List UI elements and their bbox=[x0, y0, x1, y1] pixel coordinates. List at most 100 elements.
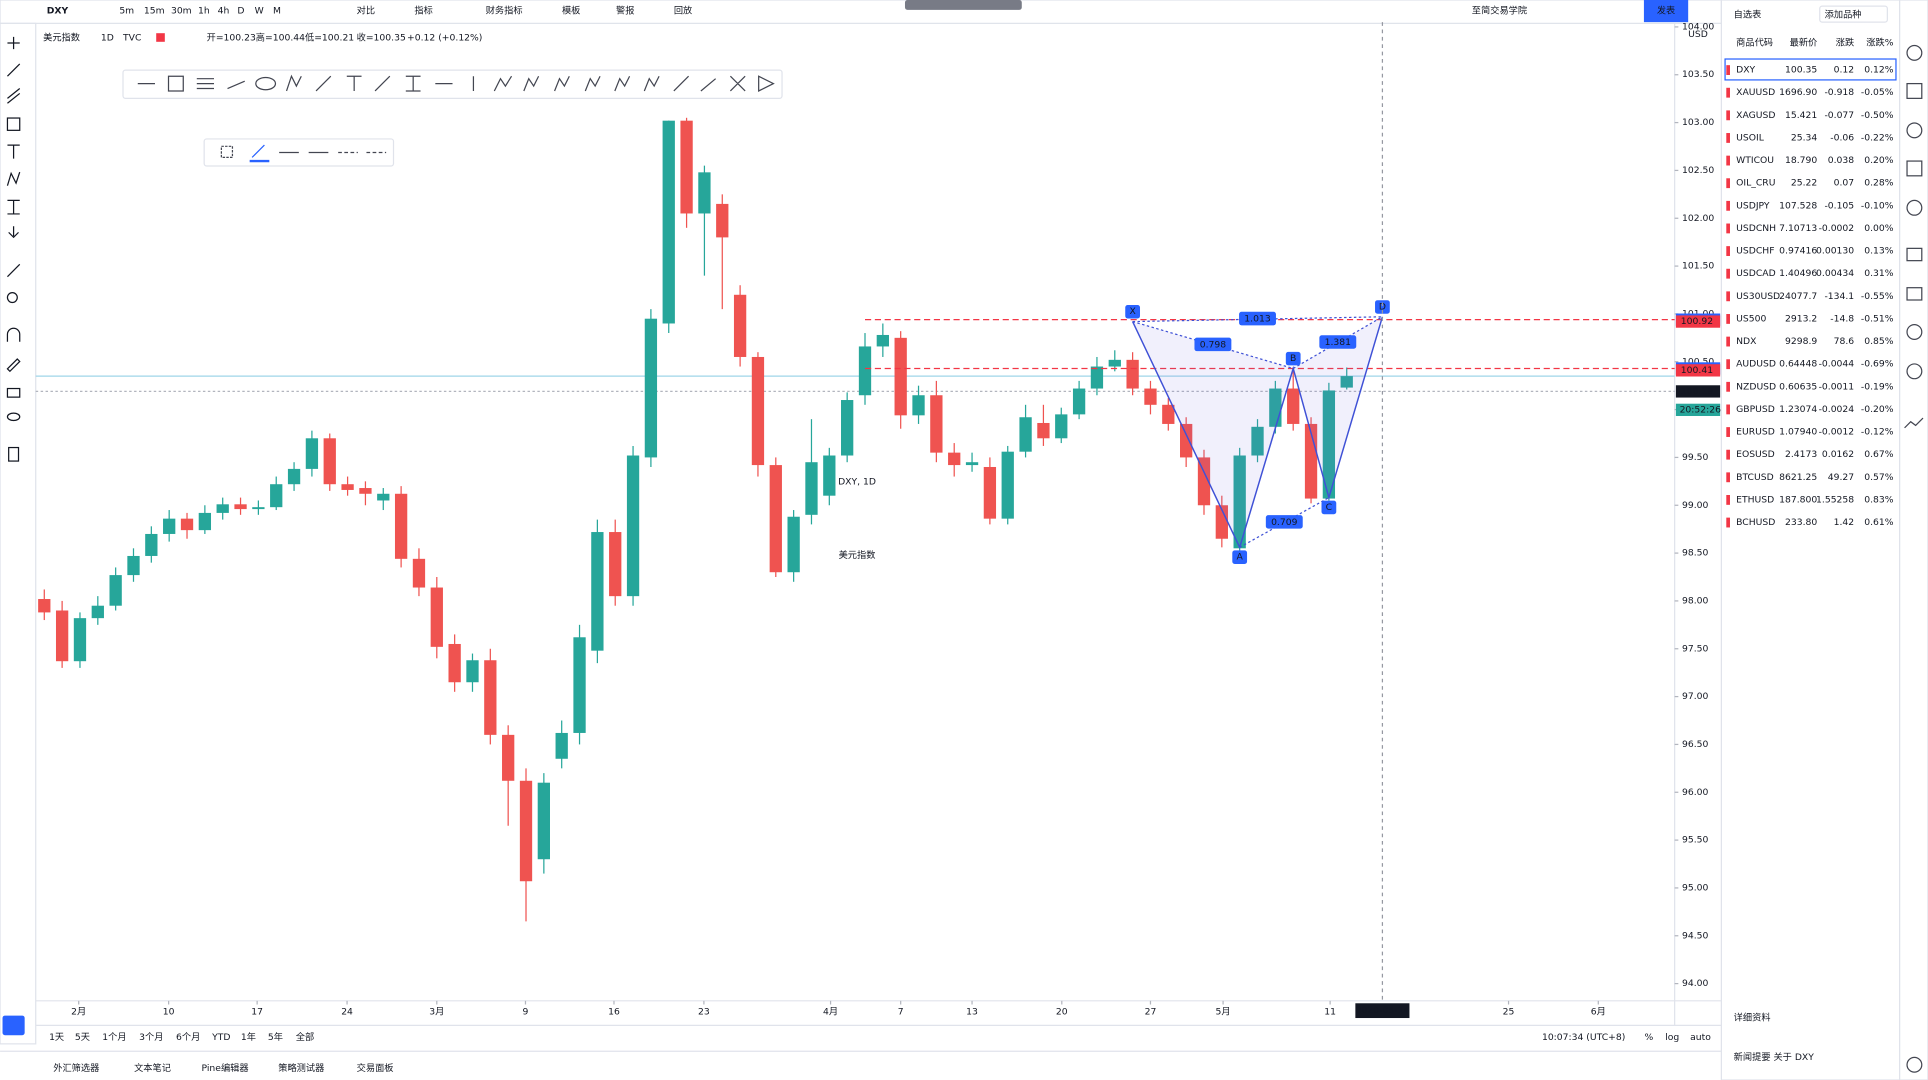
point-badge bbox=[1125, 304, 1141, 319]
publish-button[interactable] bbox=[1643, 0, 1689, 23]
watchlist-cell[interactable]: USDCNH bbox=[1736, 223, 1776, 234]
icon[interactable] bbox=[1906, 82, 1923, 99]
watchlist-cell[interactable]: AUDUSD bbox=[1736, 359, 1776, 370]
tool-hide[interactable] bbox=[6, 412, 21, 422]
watchlist-cell[interactable]: EURUSD bbox=[1736, 427, 1775, 438]
watchlist-cell[interactable]: BTCUSD bbox=[1736, 472, 1774, 483]
range-button[interactable]: 5天 bbox=[75, 1032, 90, 1043]
auto-toggle[interactable]: auto bbox=[1690, 1032, 1711, 1043]
tool-zoom[interactable] bbox=[6, 292, 18, 304]
watchlist-cell: -0.51% bbox=[1861, 313, 1894, 324]
candle-body bbox=[1144, 388, 1157, 405]
watchlist-cell[interactable]: WTICOU bbox=[1736, 155, 1774, 166]
watchlist-cell[interactable]: USDCAD bbox=[1736, 268, 1776, 279]
tool-lock[interactable] bbox=[6, 387, 21, 398]
range-button[interactable]: 1个月 bbox=[102, 1032, 126, 1043]
details-header[interactable]: 详细资料 bbox=[1734, 1012, 1771, 1024]
watchlist-cell: -0.22% bbox=[1861, 132, 1894, 143]
icon[interactable] bbox=[1906, 122, 1923, 139]
toolbar-button[interactable]: 对比 bbox=[357, 5, 375, 17]
icon[interactable] bbox=[1906, 199, 1923, 216]
watchlist-cell[interactable]: USDJPY bbox=[1736, 200, 1770, 211]
account-menu[interactable]: 至简交易学院 bbox=[1472, 5, 1527, 17]
watchlist-title[interactable]: 自选表 bbox=[1734, 8, 1762, 20]
icon[interactable] bbox=[1906, 247, 1923, 262]
bottom-tab[interactable]: Pine编辑器 bbox=[202, 1062, 249, 1074]
tool-pattern[interactable] bbox=[6, 171, 21, 186]
interval-button[interactable]: 5m bbox=[119, 6, 134, 17]
search-placeholder: 添加品种 bbox=[1825, 8, 1862, 20]
tool-keep-drawing[interactable] bbox=[6, 358, 21, 373]
bottom-tab[interactable]: 文本笔记 bbox=[134, 1062, 171, 1074]
favorites-button[interactable] bbox=[2, 1015, 25, 1036]
ratio-label: 0.709 bbox=[1271, 517, 1298, 528]
interval-button[interactable]: 15m bbox=[144, 6, 165, 17]
symbol-search[interactable]: DXY bbox=[47, 6, 69, 17]
icon[interactable] bbox=[1906, 44, 1923, 61]
watchlist-cell[interactable]: XAGUSD bbox=[1736, 110, 1775, 121]
tool-magnet[interactable] bbox=[6, 327, 21, 342]
interval-button[interactable]: 30m bbox=[171, 6, 192, 17]
icon[interactable] bbox=[1906, 160, 1923, 177]
bottom-tab[interactable]: 外汇筛选器 bbox=[53, 1062, 99, 1074]
tool-line[interactable] bbox=[7, 63, 21, 77]
watchlist-cell[interactable]: NDX bbox=[1736, 336, 1757, 347]
interval-button[interactable]: 1h bbox=[198, 6, 210, 17]
tool-cross[interactable] bbox=[7, 36, 20, 50]
watchlist-cell[interactable]: OIL_CRU bbox=[1736, 178, 1775, 189]
log-toggle[interactable]: log bbox=[1665, 1032, 1679, 1043]
toolbar-button[interactable]: 回放 bbox=[674, 5, 692, 17]
tool-prediction[interactable] bbox=[7, 199, 20, 215]
tool-fib[interactable] bbox=[7, 88, 21, 104]
percent-toggle[interactable]: % bbox=[1644, 1032, 1653, 1043]
range-button[interactable]: 3个月 bbox=[139, 1032, 163, 1043]
tool-delete[interactable] bbox=[8, 446, 20, 462]
watchlist-cell[interactable]: ETHUSD bbox=[1736, 494, 1774, 505]
news-header[interactable]: 新闻提要 关于 DXY bbox=[1734, 1051, 1815, 1063]
toolbar-button[interactable]: 警报 bbox=[616, 5, 634, 17]
range-button[interactable]: 1年 bbox=[241, 1031, 256, 1043]
tool-measure[interactable] bbox=[7, 263, 21, 278]
watchlist-cell[interactable]: USOIL bbox=[1736, 132, 1765, 143]
watchlist-cell[interactable]: XAUUSD bbox=[1736, 87, 1775, 98]
icon[interactable] bbox=[1906, 1056, 1923, 1073]
watchlist-cell[interactable]: EOSUSD bbox=[1736, 449, 1775, 460]
color-icon[interactable] bbox=[251, 144, 265, 158]
interval-button[interactable]: 4h bbox=[218, 6, 230, 17]
watchlist-cell[interactable]: DXY bbox=[1736, 65, 1755, 76]
bottom-tab[interactable]: 策略测试器 bbox=[278, 1062, 324, 1074]
watchlist-cell[interactable]: US500 bbox=[1736, 313, 1766, 324]
toolbar-button[interactable]: 财务指标 bbox=[486, 5, 523, 17]
publish-label[interactable]: 发表 bbox=[1657, 5, 1675, 17]
candle-body bbox=[1090, 366, 1104, 389]
range-button[interactable]: 5年 bbox=[268, 1031, 283, 1043]
watchlist-cell[interactable]: NZDUSD bbox=[1736, 381, 1776, 392]
watchlist-cell[interactable]: GBPUSD bbox=[1736, 404, 1775, 415]
interval-button[interactable]: W bbox=[255, 6, 264, 17]
range-button[interactable]: 1天 bbox=[49, 1032, 64, 1043]
bottom-tab[interactable]: 交易面板 bbox=[357, 1062, 394, 1074]
tool-text[interactable] bbox=[7, 144, 20, 159]
search-box[interactable] bbox=[1819, 5, 1888, 23]
template-icon[interactable] bbox=[220, 145, 234, 158]
interval-button[interactable]: D bbox=[237, 6, 244, 17]
range-button[interactable]: YTD bbox=[211, 1032, 230, 1043]
tool-more[interactable] bbox=[8, 226, 19, 239]
icon[interactable] bbox=[1904, 417, 1924, 429]
watchlist-cell[interactable]: US30USD bbox=[1736, 291, 1780, 302]
interval-button[interactable]: M bbox=[273, 6, 281, 17]
candle-body bbox=[930, 395, 943, 453]
watchlist-cell[interactable]: BCHUSD bbox=[1736, 517, 1775, 528]
icon[interactable] bbox=[1906, 363, 1923, 380]
tool-shape[interactable] bbox=[6, 117, 21, 131]
icon[interactable] bbox=[1906, 287, 1923, 301]
icon[interactable] bbox=[1906, 323, 1923, 340]
toolbar-button[interactable]: 模板 bbox=[562, 5, 580, 17]
row-flag bbox=[1726, 381, 1730, 392]
watchlist-cell[interactable]: USDCHF bbox=[1736, 246, 1774, 257]
range-button[interactable]: 全部 bbox=[296, 1031, 314, 1043]
watchlist-cell: 107.528 bbox=[1779, 200, 1817, 211]
range-button[interactable]: 6个月 bbox=[176, 1032, 200, 1043]
toolbar-button[interactable]: 指标 bbox=[414, 5, 432, 17]
